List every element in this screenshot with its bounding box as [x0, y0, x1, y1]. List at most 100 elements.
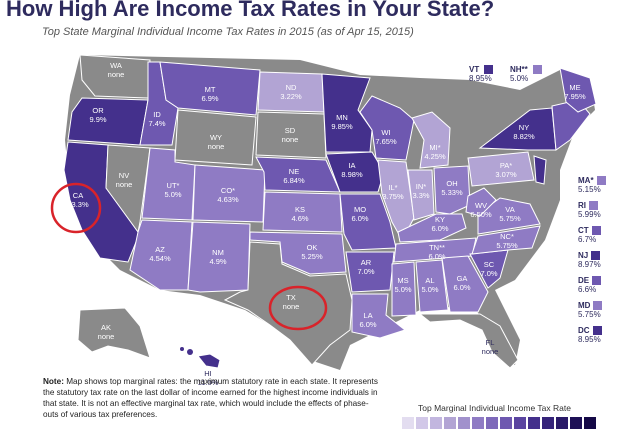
state-label-tx: TX [286, 293, 296, 302]
nh-rate: 5.0% [510, 74, 529, 84]
state-ks [262, 191, 343, 233]
state-rate-wy: none [208, 142, 225, 151]
ma-abbr: MA* [578, 176, 594, 185]
state-rate-wi: 7.65% [375, 137, 397, 146]
state-label-ak: AK [101, 323, 111, 332]
state-rate-ok: 5.25% [301, 252, 323, 261]
state-rate-mi: 4.25% [424, 152, 446, 161]
md-swatch [593, 301, 603, 311]
legend-swatch [444, 417, 456, 429]
state-rate-or: 9.9% [89, 115, 106, 124]
state-label-ne: NE [289, 167, 299, 176]
state-label-wi: WI [381, 128, 390, 137]
state-label-ut: UT* [167, 181, 180, 190]
state-rate-pa: 3.07% [495, 170, 517, 179]
state-rate-ne: 6.84% [283, 176, 305, 185]
state-wy [174, 109, 257, 166]
state-label-mo: MO [354, 205, 366, 214]
state-rate-id: 7.4% [148, 119, 165, 128]
state-rate-in: 3.3% [412, 191, 429, 200]
state-rate-ia: 8.98% [341, 170, 363, 179]
state-label-ar: AR [361, 258, 372, 267]
state-rate-nc: 5.75% [496, 241, 518, 250]
state-me [559, 67, 597, 113]
state-rate-wa: none [108, 70, 125, 79]
state-hi-island [180, 347, 184, 351]
state-in [407, 169, 435, 221]
sidebox-ct: CT 6.7% [578, 226, 601, 244]
state-rate-ms: 5.0% [394, 285, 411, 294]
state-label-ca: CA [73, 191, 83, 200]
state-rate-mn: 9.85% [331, 122, 353, 131]
state-label-or: OR [92, 106, 104, 115]
state-rate-sd: none [282, 135, 299, 144]
state-ok [249, 231, 347, 275]
state-rate-nv: none [116, 180, 133, 189]
state-label-nm: NM [212, 248, 224, 257]
sidebox-ri: RI 5.99% [578, 201, 601, 219]
md-rate: 5.75% [578, 310, 601, 320]
state-label-va: VA [505, 205, 514, 214]
legend-swatch [514, 417, 526, 429]
state-label-la: LA [363, 311, 372, 320]
legend-swatch [430, 417, 442, 429]
state-az [129, 219, 193, 291]
state-label-nd: ND [286, 83, 297, 92]
state-label-ks: KS [295, 205, 305, 214]
vt-rate: 8.95% [469, 74, 492, 84]
state-rate-co: 4.63% [217, 195, 239, 204]
legend-swatch [500, 417, 512, 429]
state-label-wy: WY [210, 133, 222, 142]
vt-abbr: VT [469, 65, 480, 74]
sidebox-de: DE 6.6% [578, 276, 602, 294]
legend-title: Top Marginal Individual Income Tax Rate [418, 403, 571, 413]
state-nc [471, 225, 541, 255]
sidebox-md: MD 5.75% [578, 301, 603, 320]
state-rate-va: 5.75% [499, 214, 521, 223]
state-rate-ks: 4.6% [291, 214, 308, 223]
state-label-fl: FL [486, 338, 495, 347]
state-rate-tx: none [283, 302, 300, 311]
state-ms [391, 261, 417, 317]
state-ak [77, 307, 151, 359]
vt-swatch [484, 65, 494, 75]
dc-swatch [592, 326, 602, 336]
state-rate-ak: none [98, 332, 115, 341]
state-label-sd: SD [285, 126, 296, 135]
sidebox-ma: MA* 5.15% [578, 176, 606, 194]
state-oh [433, 165, 471, 215]
dc-rate: 8.95% [578, 335, 601, 345]
state-rate-ca: 13.3% [67, 200, 89, 209]
nj-swatch [591, 251, 601, 261]
state-or [67, 97, 149, 146]
state-rate-hi: 11.0% [198, 378, 219, 387]
ma-rate: 5.15% [578, 185, 601, 195]
state-wi [359, 95, 415, 161]
state-rate-ny: 8.82% [513, 132, 535, 141]
footnote-text: Map shows top marginal rates: the maximu… [43, 377, 378, 419]
state-label-ny: NY [519, 123, 529, 132]
state-rate-me: 7.95% [564, 92, 586, 101]
state-rate-az: 4.54% [149, 254, 171, 263]
state-ky [397, 213, 467, 243]
state-va [477, 197, 541, 235]
state-label-ky: KY [435, 215, 445, 224]
state-pa [467, 151, 535, 187]
state-rate-mo: 6.0% [351, 214, 368, 223]
state-al [415, 259, 449, 313]
page-title: How High Are Income Tax Rates in Your St… [6, 0, 495, 21]
state-tx [223, 241, 353, 366]
state-label-pa: PA* [500, 161, 512, 170]
ri-abbr: RI [578, 201, 586, 210]
page-subtitle: Top State Marginal Individual Income Tax… [42, 26, 414, 38]
dc-abbr: DC [578, 326, 590, 335]
legend-swatch [542, 417, 554, 429]
state-label-mn: MN [336, 113, 348, 122]
legend-swatch [528, 417, 540, 429]
legend-swatch [416, 417, 428, 429]
nh-abbr: NH** [510, 65, 528, 74]
state-rate-nm: 4.9% [209, 257, 226, 266]
nh-swatch [533, 65, 543, 75]
state-label-wv: WV [475, 201, 487, 210]
